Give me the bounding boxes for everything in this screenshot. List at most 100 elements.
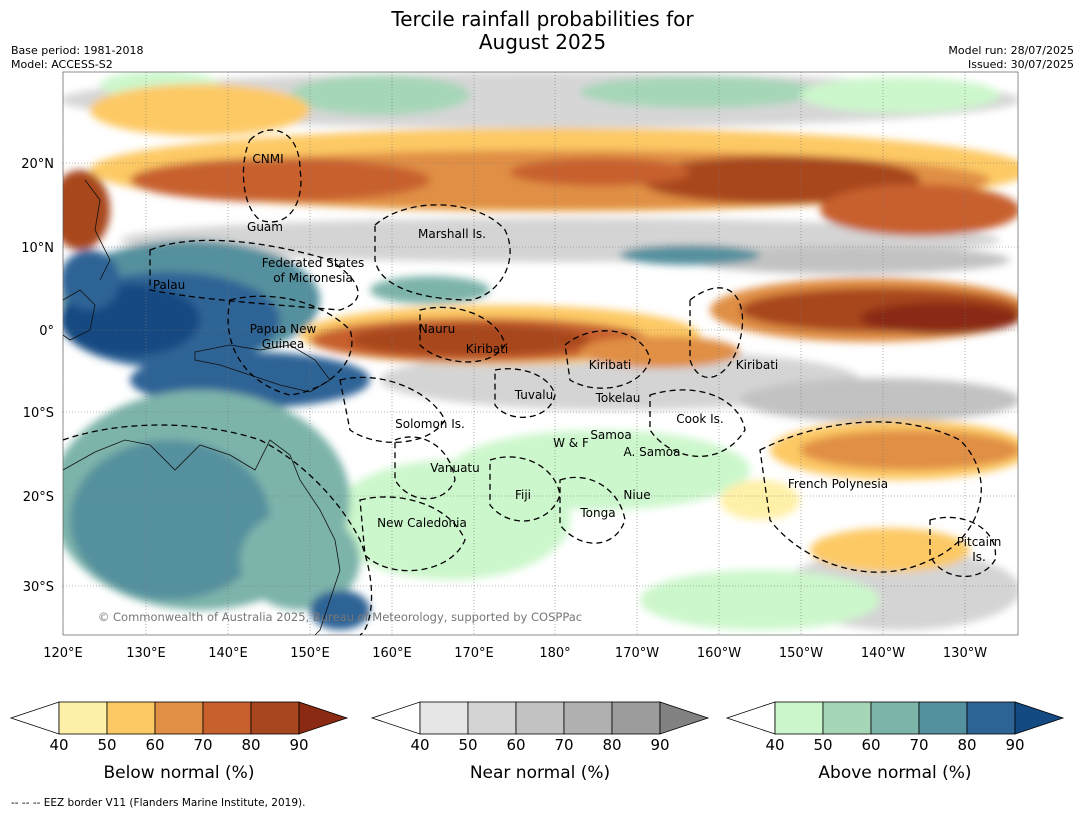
colorbar-2: 40 50 60 70 80 90 Near normal (%) xyxy=(370,701,710,783)
label-solomon: Solomon Is. xyxy=(395,417,465,431)
label-kiribati-1: Kiribati xyxy=(466,342,508,356)
probability-field xyxy=(63,72,1018,635)
issued-date: Issued: 30/07/2025 xyxy=(967,58,1074,71)
lon-tick-label: 130°E xyxy=(126,646,166,661)
title-line-2: August 2025 xyxy=(478,30,607,54)
eez-png xyxy=(227,295,353,396)
label-pitcairn-2: Is. xyxy=(972,550,986,564)
colorbar-swatch xyxy=(774,701,824,735)
model-run-date: Model run: 28/07/2025 xyxy=(948,44,1074,57)
label-palau: Palau xyxy=(153,278,185,292)
label-niue: Niue xyxy=(623,488,650,502)
title-line-1: Tercile rainfall probabilities for xyxy=(391,7,694,31)
colorbar-swatch xyxy=(202,701,252,735)
label-guam: Guam xyxy=(247,220,283,234)
lon-tick-label: 130°W xyxy=(943,646,987,661)
lon-tick-label: 160°W xyxy=(697,646,741,661)
lat-tick-label: 0° xyxy=(39,324,54,339)
label-cook: Cook Is. xyxy=(676,412,723,426)
label-png-1: Papua New xyxy=(250,322,317,336)
label-marshall: Marshall Is. xyxy=(418,227,486,241)
colorbar-title: Above normal (%) xyxy=(818,763,971,783)
eez-kiribati-line xyxy=(689,287,744,378)
lat-tick-label: 20°N xyxy=(21,157,54,172)
label-samoa: Samoa xyxy=(590,428,631,442)
colorbar-tick-label: 70 xyxy=(193,736,212,754)
label-png-2: Guinea xyxy=(262,337,305,351)
run-info: Model run: 28/07/2025 Issued: 30/07/2025 xyxy=(948,44,1074,72)
colorbar-swatch xyxy=(611,701,661,735)
colorbar-min-extension xyxy=(725,701,776,735)
eez-micronesia xyxy=(149,239,359,311)
lon-tick-label: 120°E xyxy=(43,646,83,661)
colorbar-tick-label: 50 xyxy=(458,736,477,754)
label-new-caledonia: New Caledonia xyxy=(377,516,467,530)
colorbar-swatch xyxy=(58,701,108,735)
label-american-samoa: A. Samoa xyxy=(624,445,681,459)
lon-tick-label: 180° xyxy=(539,646,570,661)
colorbar-tick-label: 60 xyxy=(145,736,164,754)
label-fiji: Fiji xyxy=(515,488,531,502)
label-kiribati-3: Kiribati xyxy=(736,358,778,372)
label-kiribati-2: Kiribati xyxy=(589,358,631,372)
eez-pitcairn xyxy=(929,516,997,577)
lat-tick-label: 30°S xyxy=(23,580,54,595)
copyright-notice: © Commonwealth of Australia 2025, Bureau… xyxy=(98,610,582,624)
colorbar-min-extension xyxy=(370,701,421,735)
base-period: Base period: 1981-2018 xyxy=(11,44,144,57)
colorbar-swatch xyxy=(966,701,1016,735)
colorbar-min-extension xyxy=(9,701,60,735)
label-pitcairn-1: Pitcairn xyxy=(957,535,1002,549)
lon-tick-label: 170°W xyxy=(615,646,659,661)
eez-fiji xyxy=(489,456,561,522)
lon-tick-label: 150°E xyxy=(290,646,330,661)
label-tokelau: Tokelau xyxy=(595,391,641,405)
colorbar-swatch xyxy=(563,701,613,735)
label-vanuatu: Vanuatu xyxy=(430,461,480,475)
colorbar-tick-label: 40 xyxy=(765,736,784,754)
colorbar-title: Near normal (%) xyxy=(470,763,610,783)
colorbar-max-extension xyxy=(1014,701,1065,735)
region-labels: CNMI Guam Marshall Is. Federated States … xyxy=(153,152,1001,564)
map-title: Tercile rainfall probabilities for Augus… xyxy=(0,8,1085,54)
lat-tick-label: 10°N xyxy=(21,241,54,256)
colorbar-swatch xyxy=(822,701,872,735)
colorbar-max-extension xyxy=(659,701,710,735)
new-guinea-coastline xyxy=(194,344,331,393)
colorbar-swatch xyxy=(250,701,300,735)
colorbar-swatch xyxy=(918,701,968,735)
label-tonga: Tonga xyxy=(579,506,615,520)
map-frame xyxy=(62,71,1019,636)
eez-australia-east xyxy=(62,424,373,636)
label-cnmi: CNMI xyxy=(252,152,283,166)
colorbar-1: 40 50 60 70 80 90 Below normal (%) xyxy=(9,701,349,783)
colorbar-swatch xyxy=(515,701,565,735)
colorbar-tick-label: 90 xyxy=(1005,736,1024,754)
lon-tick-label: 140°W xyxy=(861,646,905,661)
colorbar-legends: 40 50 60 70 80 90 Below normal (%) 40 50 60 70 80 90… xyxy=(9,701,1065,783)
model-info: Base period: 1981-2018 Model: ACCESS-S2 xyxy=(11,44,143,72)
eez-cook xyxy=(649,389,746,457)
label-wallis-futuna: W & F xyxy=(553,436,589,450)
model-name: Model: ACCESS-S2 xyxy=(11,58,113,71)
colorbar-tick-label: 80 xyxy=(957,736,976,754)
eez-new-caledonia xyxy=(359,496,466,572)
rainfall-map: 120°E 130°E 140°E 150°E 160°E 170°E 180° 170°W 1… xyxy=(9,71,1065,783)
colorbar-tick-label: 90 xyxy=(289,736,308,754)
label-fsm-2: of Micronesia xyxy=(273,271,353,285)
lon-tick-label: 160°E xyxy=(372,646,412,661)
eez-french-polynesia xyxy=(759,421,982,573)
colorbar-tick-label: 80 xyxy=(241,736,260,754)
colorbar-tick-label: 40 xyxy=(410,736,429,754)
eez-footnote: -- -- -- EEZ border V11 (Flanders Marine… xyxy=(11,797,306,809)
colorbar-swatch xyxy=(106,701,156,735)
lat-tick-label: 10°S xyxy=(23,406,54,421)
colorbar-title: Below normal (%) xyxy=(104,763,255,783)
eez-marshall xyxy=(374,204,511,301)
eez-borders xyxy=(62,129,997,636)
colorbar-max-extension xyxy=(298,701,349,735)
colorbar-swatch xyxy=(467,701,517,735)
australia-coastline xyxy=(62,439,341,636)
label-fsm-1: Federated States xyxy=(262,256,364,270)
label-french-polynesia: French Polynesia xyxy=(788,477,888,491)
